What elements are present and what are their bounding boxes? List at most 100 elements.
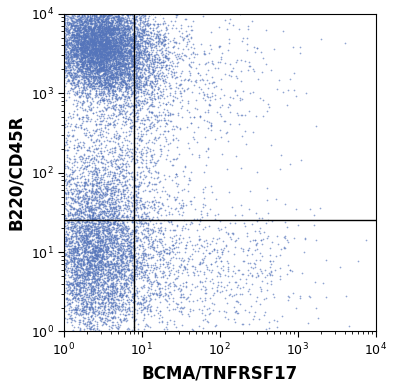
Point — [67, 300, 73, 306]
Point — [124, 266, 130, 272]
Point — [90, 308, 96, 314]
Point — [65, 57, 71, 63]
Point — [98, 188, 105, 194]
Point — [108, 26, 114, 33]
Point — [105, 82, 111, 88]
Point — [112, 240, 119, 246]
Point — [110, 198, 116, 205]
Point — [112, 37, 118, 43]
Point — [76, 319, 83, 326]
Point — [178, 197, 185, 203]
Point — [98, 296, 104, 302]
Point — [125, 233, 131, 239]
Point — [80, 49, 86, 55]
Point — [123, 82, 130, 88]
Point — [68, 53, 74, 59]
Point — [135, 75, 141, 82]
Point — [113, 61, 119, 67]
Point — [78, 63, 84, 69]
Point — [91, 254, 97, 260]
Point — [143, 80, 149, 86]
Point — [143, 257, 149, 263]
Point — [117, 316, 123, 322]
Point — [207, 102, 214, 108]
Point — [98, 289, 104, 295]
Point — [68, 224, 74, 231]
Point — [94, 81, 100, 88]
Point — [66, 56, 72, 62]
Point — [104, 28, 110, 35]
Point — [108, 70, 114, 76]
Point — [119, 128, 126, 135]
Point — [67, 20, 73, 26]
Point — [134, 152, 141, 159]
Point — [97, 75, 104, 81]
Point — [134, 145, 140, 151]
Point — [84, 50, 90, 56]
Point — [93, 30, 99, 36]
Point — [117, 227, 123, 233]
Point — [104, 27, 110, 33]
Point — [72, 199, 79, 205]
Point — [98, 131, 105, 137]
Point — [123, 29, 129, 35]
Point — [103, 35, 110, 42]
Point — [91, 230, 97, 236]
Point — [146, 63, 152, 70]
Point — [81, 303, 87, 309]
Point — [122, 312, 128, 318]
Point — [102, 294, 108, 300]
Point — [102, 37, 109, 44]
Point — [131, 21, 138, 28]
Point — [77, 200, 83, 207]
Point — [74, 32, 81, 38]
Point — [105, 57, 111, 63]
Point — [117, 37, 123, 43]
Point — [69, 228, 75, 234]
Point — [102, 72, 108, 78]
Point — [107, 64, 113, 70]
Point — [65, 44, 71, 50]
Point — [171, 233, 177, 240]
Point — [72, 64, 79, 70]
Point — [253, 257, 259, 263]
Point — [96, 62, 102, 68]
Point — [130, 42, 136, 48]
Point — [102, 77, 108, 84]
Point — [65, 16, 71, 22]
Point — [97, 246, 104, 252]
Point — [111, 260, 117, 266]
Point — [231, 279, 238, 286]
Point — [86, 159, 92, 165]
Point — [115, 245, 121, 252]
Point — [112, 58, 119, 64]
Point — [161, 34, 167, 40]
Point — [96, 40, 102, 47]
Point — [113, 227, 119, 233]
Point — [130, 263, 136, 270]
Point — [130, 219, 137, 225]
Point — [74, 42, 80, 48]
Point — [88, 178, 95, 184]
Point — [230, 231, 236, 237]
Point — [81, 43, 87, 49]
Point — [73, 59, 79, 65]
Point — [90, 67, 97, 73]
Point — [124, 31, 130, 37]
Point — [82, 40, 88, 47]
Point — [115, 64, 121, 70]
Point — [76, 258, 82, 265]
Point — [203, 148, 209, 154]
Point — [125, 90, 132, 96]
Point — [94, 53, 100, 60]
Point — [247, 188, 254, 194]
Point — [99, 56, 106, 63]
Point — [69, 18, 75, 24]
Point — [104, 227, 111, 233]
Point — [160, 80, 167, 86]
Point — [90, 46, 96, 52]
Point — [197, 259, 203, 265]
Point — [76, 190, 82, 196]
Point — [89, 95, 96, 101]
Point — [87, 27, 94, 33]
